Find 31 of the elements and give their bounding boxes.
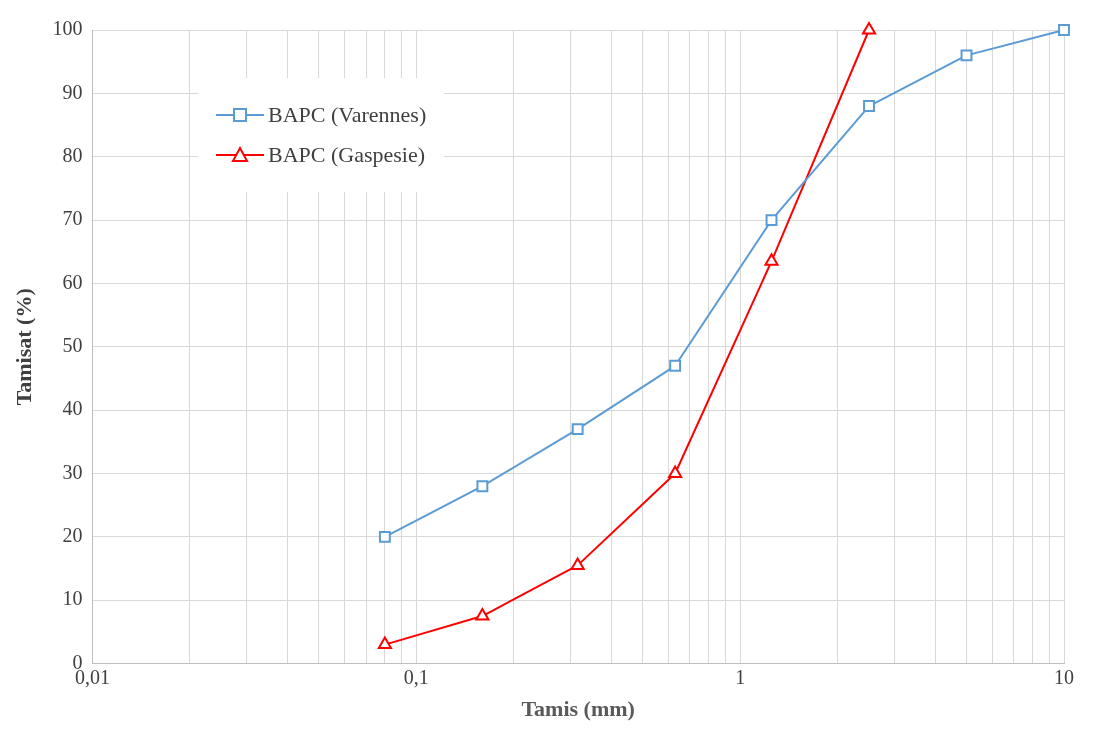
legend-label: BAPC (Gaspesie): [268, 142, 426, 168]
y-tick-label: 10: [62, 587, 83, 610]
y-tick-label: 70: [62, 207, 83, 230]
y-tick-label: 50: [62, 334, 83, 357]
y-tick-label: 80: [62, 143, 83, 166]
y-tick-label: 60: [62, 270, 83, 293]
y-tick-label: 20: [62, 524, 83, 547]
point: [668, 465, 683, 479]
point: [861, 22, 877, 35]
y-tick-label: 100: [52, 17, 83, 40]
point: [377, 636, 392, 650]
point: [476, 480, 489, 493]
point: [960, 49, 973, 62]
y-tick-label: 30: [62, 460, 83, 483]
point: [764, 253, 779, 266]
y-tick-label: 40: [62, 397, 83, 420]
point: [571, 423, 584, 436]
point: [570, 557, 585, 570]
y-axis-title: Tamisat (%): [10, 288, 36, 406]
point: [475, 608, 490, 621]
x-tick-label: 0,1: [403, 665, 429, 688]
x-axis-title: Tamis (mm): [521, 696, 635, 722]
point: [669, 359, 682, 372]
point: [765, 214, 778, 227]
x-tick-label: 10: [1054, 665, 1074, 688]
x-tick-label: 1: [735, 665, 746, 688]
point: [1058, 24, 1070, 36]
point: [378, 530, 391, 543]
point: [863, 100, 875, 112]
y-tick-label: 90: [62, 80, 83, 103]
legend-label: BAPC (Varennes): [268, 102, 427, 128]
